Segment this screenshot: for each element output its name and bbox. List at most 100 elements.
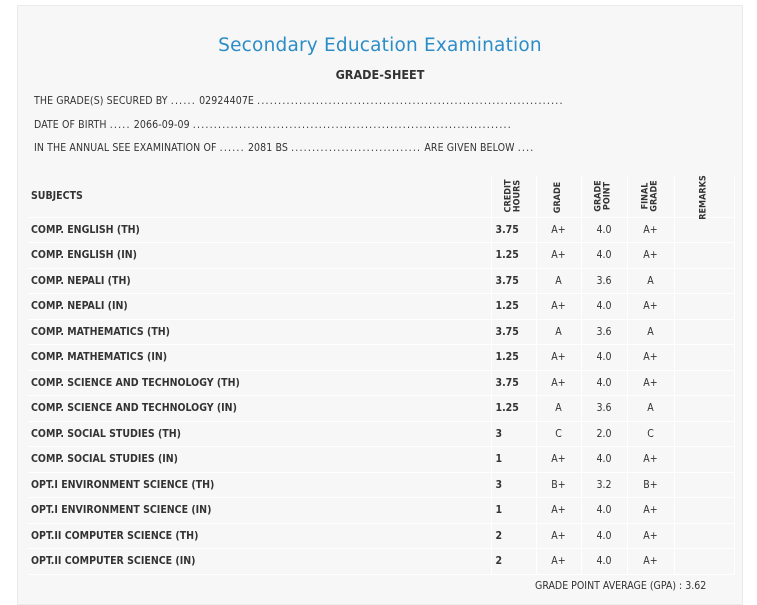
exam-label: IN THE ANNUAL SEE EXAMINATION OF — [34, 142, 217, 154]
table-row: COMP. NEPALI (TH) 3.75 A 3.6 A — [28, 268, 735, 294]
subject-cell: OPT.I ENVIRONMENT SCIENCE (IN) — [28, 497, 492, 523]
grade-point-cell: 4.0 — [581, 370, 628, 396]
table-row: COMP. SOCIAL STUDIES (TH) 3 C 2.0 C — [28, 421, 735, 447]
credit-hours-cell: 3.75 — [491, 370, 537, 396]
final-grade-cell: B+ — [627, 472, 675, 498]
header-remarks: REMARKS — [674, 176, 735, 220]
remarks-cell — [674, 242, 735, 268]
grade-cell: A+ — [536, 497, 582, 523]
grade-cell: A+ — [536, 446, 582, 472]
credit-hours-cell: 3 — [491, 421, 537, 447]
table-row: COMP. NEPALI (IN) 1.25 A+ 4.0 A+ — [28, 293, 735, 319]
table-row: OPT.II COMPUTER SCIENCE (TH) 2 A+ 4.0 A+ — [28, 523, 735, 549]
header-grade: GRADE — [536, 176, 582, 217]
secured-by-label: THE GRADE(S) SECURED BY — [34, 95, 168, 107]
grades-table: SUBJECTS CREDIT HOURS GRADE GRADE POINT FI… — [28, 176, 735, 575]
grade-cell: A+ — [536, 370, 582, 396]
header-grade-point: GRADE POINT — [581, 176, 628, 217]
gpa-line: GRADE POINT AVERAGE (GPA) : 3.62 — [535, 580, 706, 592]
grade-point-cell: 2.0 — [581, 421, 628, 447]
grade-cell: A+ — [536, 548, 582, 574]
gpa-value: 3.62 — [685, 580, 707, 592]
credit-hours-cell: 3 — [491, 472, 537, 498]
page-title: Secondary Education Examination — [218, 35, 542, 56]
credit-hours-cell: 1 — [491, 497, 537, 523]
final-grade-cell: A+ — [627, 242, 675, 268]
remarks-cell — [674, 446, 735, 472]
header-final-grade: FINAL GRADE — [627, 176, 675, 217]
grade-point-cell: 3.6 — [581, 395, 628, 421]
grade-cell: A+ — [536, 344, 582, 370]
credit-hours-cell: 3.75 — [491, 319, 537, 345]
remarks-cell — [674, 497, 735, 523]
final-grade-cell: A — [627, 395, 675, 421]
grade-cell: A — [536, 319, 582, 345]
remarks-cell — [674, 268, 735, 294]
remarks-cell — [674, 370, 735, 396]
remarks-cell — [674, 293, 735, 319]
credit-hours-cell: 1.25 — [491, 344, 537, 370]
dob-label: DATE OF BIRTH — [34, 119, 107, 131]
grade-cell: A+ — [536, 523, 582, 549]
subject-cell: COMP. MATHEMATICS (IN) — [28, 344, 492, 370]
final-grade-cell: A+ — [627, 293, 675, 319]
table-row: COMP. MATHEMATICS (TH) 3.75 A 3.6 A — [28, 319, 735, 345]
grade-point-cell: 3.6 — [581, 268, 628, 294]
exam-line: IN THE ANNUAL SEE EXAMINATION OF ...... … — [34, 142, 535, 154]
dob-value: 2066-09-09 — [133, 119, 190, 131]
subject-cell: COMP. NEPALI (TH) — [28, 268, 492, 294]
grade-sheet: Secondary Education Examination GRADE-SH… — [17, 5, 743, 605]
table-row: OPT.II COMPUTER SCIENCE (IN) 2 A+ 4.0 A+ — [28, 548, 735, 574]
subject-cell: COMP. SCIENCE AND TECHNOLOGY (IN) — [28, 395, 492, 421]
secured-by-line: THE GRADE(S) SECURED BY ...... 02924407E… — [34, 95, 564, 107]
grade-point-cell: 4.0 — [581, 344, 628, 370]
subject-cell: OPT.II COMPUTER SCIENCE (IN) — [28, 548, 492, 574]
credit-hours-cell: 3.75 — [491, 268, 537, 294]
subject-cell: COMP. SOCIAL STUDIES (IN) — [28, 446, 492, 472]
grade-point-cell: 4.0 — [581, 446, 628, 472]
table-row: COMP. MATHEMATICS (IN) 1.25 A+ 4.0 A+ — [28, 344, 735, 370]
remarks-cell — [674, 217, 735, 243]
remarks-cell — [674, 472, 735, 498]
exam-year: 2081 BS — [247, 142, 288, 154]
final-grade-cell: A+ — [627, 217, 675, 243]
grade-point-cell: 4.0 — [581, 548, 628, 574]
subject-cell: COMP. MATHEMATICS (TH) — [28, 319, 492, 345]
remarks-cell — [674, 395, 735, 421]
credit-hours-cell: 2 — [491, 548, 537, 574]
exam-suffix: ARE GIVEN BELOW — [424, 142, 515, 154]
subject-cell: OPT.II COMPUTER SCIENCE (TH) — [28, 523, 492, 549]
dob-line: DATE OF BIRTH ..... 2066-09-09 .........… — [34, 119, 512, 131]
header-subjects: SUBJECTS — [28, 176, 492, 217]
remarks-cell — [674, 344, 735, 370]
subject-cell: COMP. NEPALI (IN) — [28, 293, 492, 319]
symbol-number: 02924407E — [199, 95, 255, 107]
final-grade-cell: A+ — [627, 497, 675, 523]
table-row: COMP. SCIENCE AND TECHNOLOGY (IN) 1.25 A 3.… — [28, 395, 735, 421]
credit-hours-cell: 1.25 — [491, 293, 537, 319]
table-row: COMP. SCIENCE AND TECHNOLOGY (TH) 3.75 A+ 4… — [28, 370, 735, 396]
grade-point-cell: 4.0 — [581, 523, 628, 549]
credit-hours-cell: 2 — [491, 523, 537, 549]
subject-cell: COMP. SOCIAL STUDIES (TH) — [28, 421, 492, 447]
grade-cell: B+ — [536, 472, 582, 498]
credit-hours-cell: 1 — [491, 446, 537, 472]
table-header-row: SUBJECTS CREDIT HOURS GRADE GRADE POINT FI… — [28, 176, 735, 220]
remarks-cell — [674, 523, 735, 549]
final-grade-cell: A — [627, 319, 675, 345]
credit-hours-cell: 1.25 — [491, 242, 537, 268]
final-grade-cell: A+ — [627, 344, 675, 370]
gpa-label: GRADE POINT AVERAGE (GPA) : — [535, 580, 683, 592]
credit-hours-cell: 3.75 — [491, 217, 537, 243]
subject-cell: COMP. SCIENCE AND TECHNOLOGY (TH) — [28, 370, 492, 396]
table-row: COMP. ENGLISH (IN) 1.25 A+ 4.0 A+ — [28, 242, 735, 268]
page-subtitle: GRADE-SHEET — [335, 67, 425, 82]
subject-cell: OPT.I ENVIRONMENT SCIENCE (TH) — [28, 472, 492, 498]
final-grade-cell: A+ — [627, 548, 675, 574]
grade-point-cell: 3.2 — [581, 472, 628, 498]
remarks-cell — [674, 421, 735, 447]
grade-point-cell: 4.0 — [581, 217, 628, 243]
table-row: OPT.I ENVIRONMENT SCIENCE (TH) 3 B+ 3.2 B+ — [28, 472, 735, 498]
table-row: COMP. ENGLISH (TH) 3.75 A+ 4.0 A+ — [28, 217, 735, 243]
grade-cell: A+ — [536, 293, 582, 319]
